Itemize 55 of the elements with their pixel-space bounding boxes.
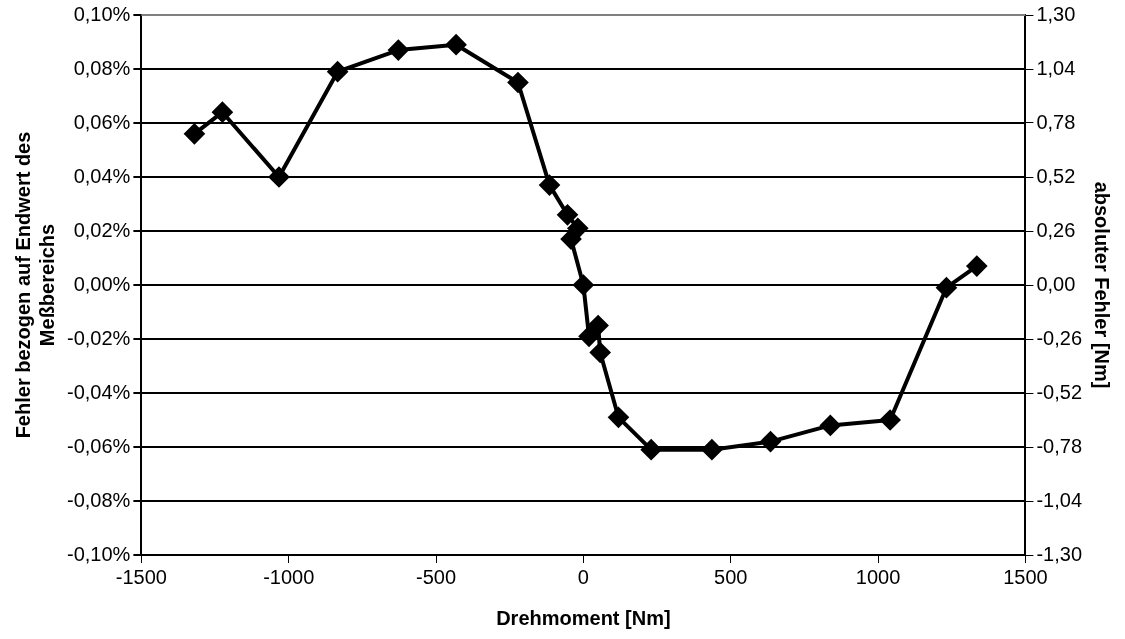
y-tick-label: 0,02%	[73, 218, 131, 241]
point	[567, 218, 588, 239]
point	[557, 204, 578, 225]
y2-tick-label: 0,00	[1036, 272, 1076, 295]
point	[388, 40, 409, 61]
point	[701, 439, 722, 460]
y-tick-label: -0,04%	[66, 380, 131, 403]
point	[936, 277, 957, 298]
point	[184, 123, 205, 144]
point	[588, 315, 609, 336]
y-tick-label: 0,00%	[73, 272, 131, 295]
y-axis-title: Fehler bezogen auf Endwert des Meßbereichs	[11, 131, 58, 439]
point	[573, 275, 594, 295]
y-tick-label: 0,04%	[73, 164, 131, 187]
y2-tick-label: -1,30	[1036, 542, 1083, 565]
point	[880, 410, 901, 430]
point	[539, 175, 560, 196]
x-tick-label: 500	[714, 565, 748, 588]
y-tick-label: -0,02%	[66, 326, 131, 349]
y-tick-label: -0,06%	[66, 434, 131, 457]
point	[608, 407, 629, 428]
y2-tick-label: 0,78	[1036, 110, 1076, 133]
y2-tick-label: -0,52	[1036, 380, 1083, 403]
x-tick-label: -1500	[115, 565, 167, 588]
point	[820, 415, 841, 436]
y2-tick-label: 1,30	[1036, 2, 1076, 25]
y2-axis-title: absoluter Fehler [Nm]	[1091, 181, 1114, 389]
y2-tick-label: -0,78	[1036, 434, 1083, 457]
y-tick-label: 0,08%	[73, 56, 131, 79]
point	[268, 167, 289, 187]
x-axis-title: Drehmoment [Nm]	[496, 606, 671, 629]
point	[578, 326, 599, 347]
y2-tick-label: 0,52	[1036, 164, 1076, 187]
point	[966, 256, 987, 277]
point	[561, 229, 582, 250]
y2-tick-label: 1,04	[1036, 56, 1076, 79]
point	[507, 72, 528, 93]
x-tick-label: 1500	[1003, 565, 1048, 588]
point	[212, 102, 233, 123]
y-tick-label: 0,10%	[73, 2, 131, 25]
y-tick-label: -0,10%	[66, 542, 131, 565]
y2-tick-label: -1,04	[1036, 488, 1083, 511]
point	[590, 342, 611, 363]
x-tick-label: -1000	[263, 565, 315, 588]
point	[327, 61, 348, 82]
x-tick-label: 0	[577, 565, 589, 588]
y2-tick-label: -0,26	[1036, 326, 1083, 349]
y-tick-label: -0,08%	[66, 488, 131, 511]
y2-tick-label: 0,26	[1036, 218, 1076, 241]
x-tick-label: 1000	[855, 565, 901, 588]
x-tick-label: -500	[416, 565, 457, 588]
y-tick-label: 0,06%	[73, 110, 131, 133]
point	[641, 439, 662, 460]
point	[760, 431, 781, 452]
point	[446, 34, 467, 55]
